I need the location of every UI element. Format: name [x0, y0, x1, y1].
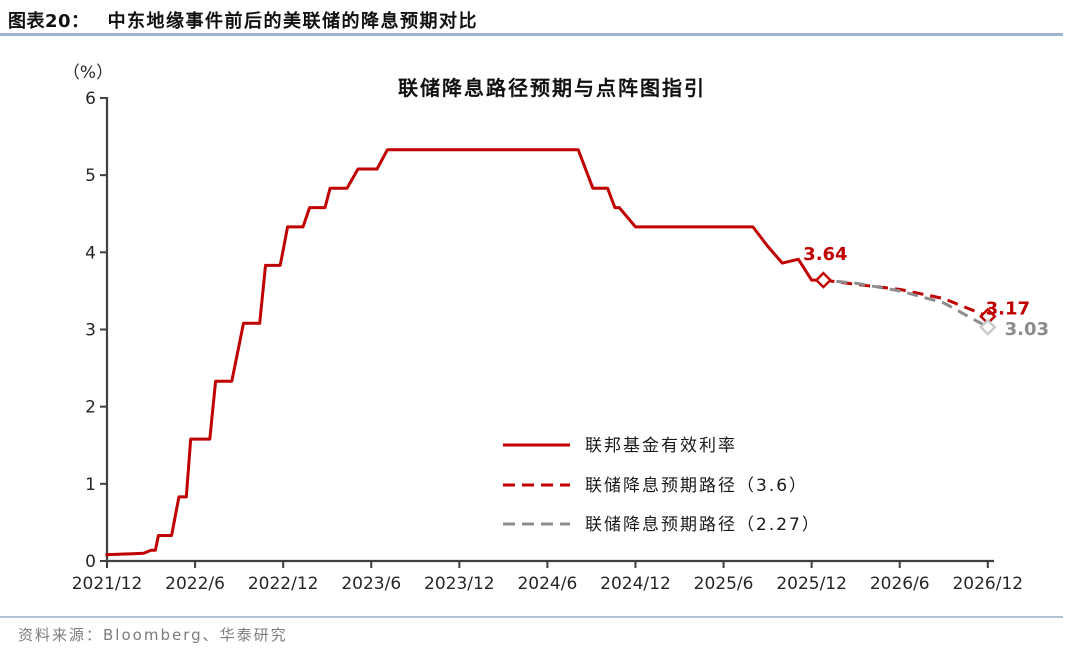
x-tick-label: 2024/6	[517, 574, 577, 594]
figure-header: 图表20： 中东地缘事件前后的美联储的降息预期对比	[8, 7, 478, 33]
x-tick-label: 2024/12	[600, 574, 671, 594]
legend-label: 联储降息预期路径（2.27）	[585, 515, 821, 535]
data-point-label: 3.03	[1005, 319, 1049, 340]
legend-label: 联邦基金有效利率	[585, 436, 737, 456]
y-tick-label: 2	[85, 398, 96, 418]
x-tick-label: 2023/6	[341, 574, 401, 594]
figure-number: 图表20：	[8, 11, 90, 32]
y-tick-label: 1	[85, 475, 96, 495]
x-tick-label: 2026/12	[952, 574, 1023, 594]
header-divider	[0, 33, 1063, 36]
x-tick-label: 2025/6	[694, 574, 754, 594]
diamond-marker	[979, 318, 997, 336]
x-tick-label: 2023/12	[424, 574, 495, 594]
data-point-label: 3.64	[803, 244, 847, 265]
source-value: Bloomberg、华泰研究	[103, 626, 288, 644]
x-tick-label: 2022/12	[248, 574, 319, 594]
x-tick-label: 2025/12	[776, 574, 847, 594]
source-label: 资料来源：	[18, 626, 104, 644]
chart-title: 联储降息路径预期与点阵图指引	[398, 76, 706, 100]
y-tick-label: 0	[85, 552, 96, 572]
x-tick-label: 2022/6	[165, 574, 225, 594]
data-point-label: 3.17	[986, 298, 1030, 319]
series-line-expected-path-red	[823, 278, 989, 318]
x-tick-label: 2021/12	[72, 574, 143, 594]
figure-title: 中东地缘事件前后的美联储的降息预期对比	[107, 11, 479, 32]
series-line-effective-rate	[105, 148, 824, 557]
y-tick-label: 3	[85, 320, 96, 340]
series-line-expected-path-gray	[823, 278, 989, 329]
source-line: 资料来源：Bloomberg、华泰研究	[18, 624, 288, 645]
legend-label: 联储降息预期路径（3.6）	[585, 476, 808, 496]
y-tick-label: 6	[85, 89, 96, 109]
y-tick-label: 4	[85, 243, 96, 263]
y-axis-unit-label: （%）	[63, 63, 113, 83]
source-divider	[0, 616, 1063, 618]
diamond-marker	[814, 271, 833, 289]
y-tick-label: 5	[85, 166, 96, 186]
x-tick-label: 2026/6	[870, 574, 930, 594]
